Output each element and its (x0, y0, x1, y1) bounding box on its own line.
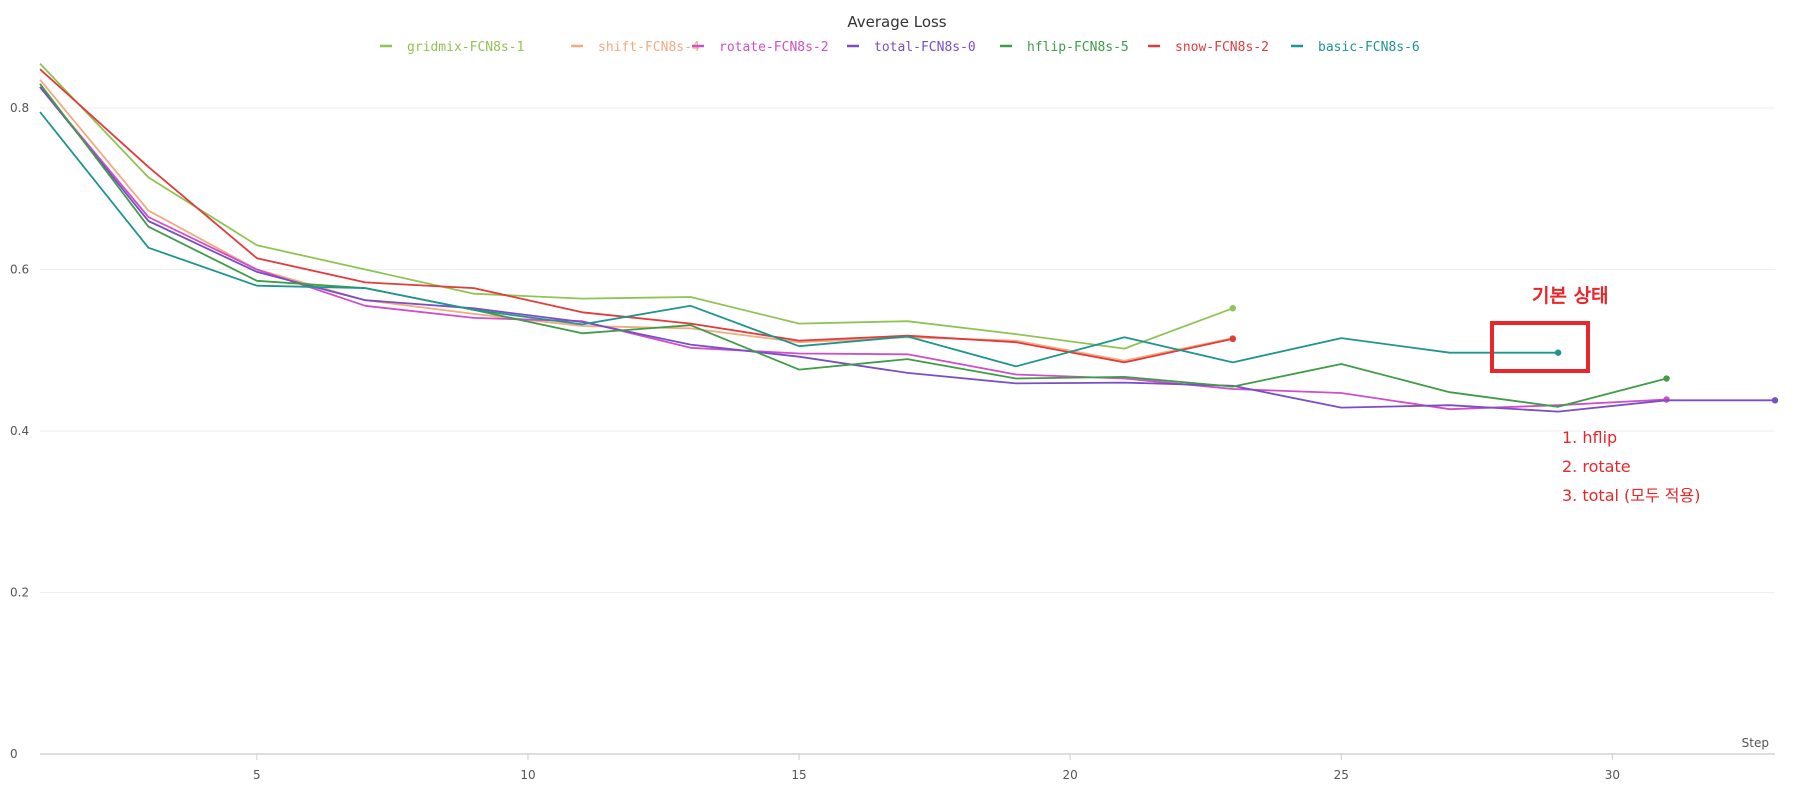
series-end-point[interactable] (1663, 375, 1670, 382)
axes: 0 0.2 0.4 0.6 0.8 5 10 15 20 25 30 Step (10, 101, 1775, 782)
legend-label: rotate-FCN8s-2 (719, 40, 829, 55)
series-end-point[interactable] (1229, 335, 1237, 343)
legend-label: gridmix-FCN8s-1 (407, 40, 524, 55)
legend-label: basic-FCN8s-6 (1318, 40, 1420, 55)
x-tick-label: 25 (1334, 768, 1349, 782)
legend-label: total-FCN8s-0 (874, 40, 976, 55)
y-tick-label: 0.4 (10, 424, 29, 438)
legend-item-shift-FCN8s-4[interactable]: shift-FCN8s-4 (571, 40, 700, 55)
y-tick-label: 0.2 (10, 586, 29, 600)
legend-label: snow-FCN8s-2 (1175, 40, 1269, 55)
legend-item-gridmix-FCN8s-1[interactable]: gridmix-FCN8s-1 (380, 40, 524, 55)
series-line-basic-FCN8s-6[interactable] (39, 111, 1559, 368)
legend-item-total-FCN8s-0[interactable]: total-FCN8s-0 (847, 40, 976, 55)
annotation-box (1490, 321, 1590, 373)
series-line-shift-FCN8s-4[interactable] (39, 79, 1233, 362)
series-line-snow-FCN8s-2[interactable] (39, 68, 1233, 364)
legend[interactable]: gridmix-FCN8s-1 shift-FCN8s-4 rotate-FCN8s… (380, 40, 1420, 55)
annotation-list-item: 3. total (모두 적용) (1562, 486, 1700, 505)
legend-item-hflip-FCN8s-5[interactable]: hflip-FCN8s-5 (1000, 40, 1129, 55)
series-layer (39, 62, 1779, 413)
legend-item-rotate-FCN8s-2[interactable]: rotate-FCN8s-2 (692, 40, 829, 55)
x-tick-label: 30 (1605, 768, 1620, 782)
grid-lines (40, 107, 1775, 593)
series-end-point[interactable] (1771, 397, 1779, 404)
series-line-gridmix-FCN8s-1[interactable] (39, 62, 1234, 350)
x-axis-label: Step (1742, 736, 1769, 750)
annotation-title: 기본 상태 (1532, 285, 1609, 307)
legend-item-basic-FCN8s-6[interactable]: basic-FCN8s-6 (1291, 40, 1420, 55)
x-tick-label: 15 (791, 768, 806, 782)
legend-label: hflip-FCN8s-5 (1027, 40, 1129, 55)
chart-title: Average Loss (847, 13, 946, 31)
y-tick-label: 0.8 (10, 101, 29, 115)
series-line-hflip-FCN8s-5[interactable] (39, 83, 1667, 408)
series-line-total-FCN8s-0[interactable] (39, 86, 1775, 413)
legend-item-snow-FCN8s-2[interactable]: snow-FCN8s-2 (1148, 40, 1269, 55)
series-end-point[interactable] (1554, 349, 1562, 356)
x-tick-label: 5 (253, 768, 261, 782)
y-tick-label: 0.6 (10, 263, 29, 277)
series-end-point[interactable] (1229, 305, 1237, 312)
annotation-list-item: 1. hflip (1562, 428, 1617, 447)
series-line-rotate-FCN8s-2[interactable] (39, 86, 1667, 411)
x-tick-label: 20 (1063, 768, 1078, 782)
annotation-layer: 기본 상태 1. hflip 2. rotate 3. total (모두 적용) (1490, 285, 1700, 505)
x-tick-label: 10 (520, 768, 535, 782)
annotation-list-item: 2. rotate (1562, 457, 1631, 476)
y-tick-label: 0 (10, 747, 18, 761)
legend-label: shift-FCN8s-4 (598, 40, 700, 55)
